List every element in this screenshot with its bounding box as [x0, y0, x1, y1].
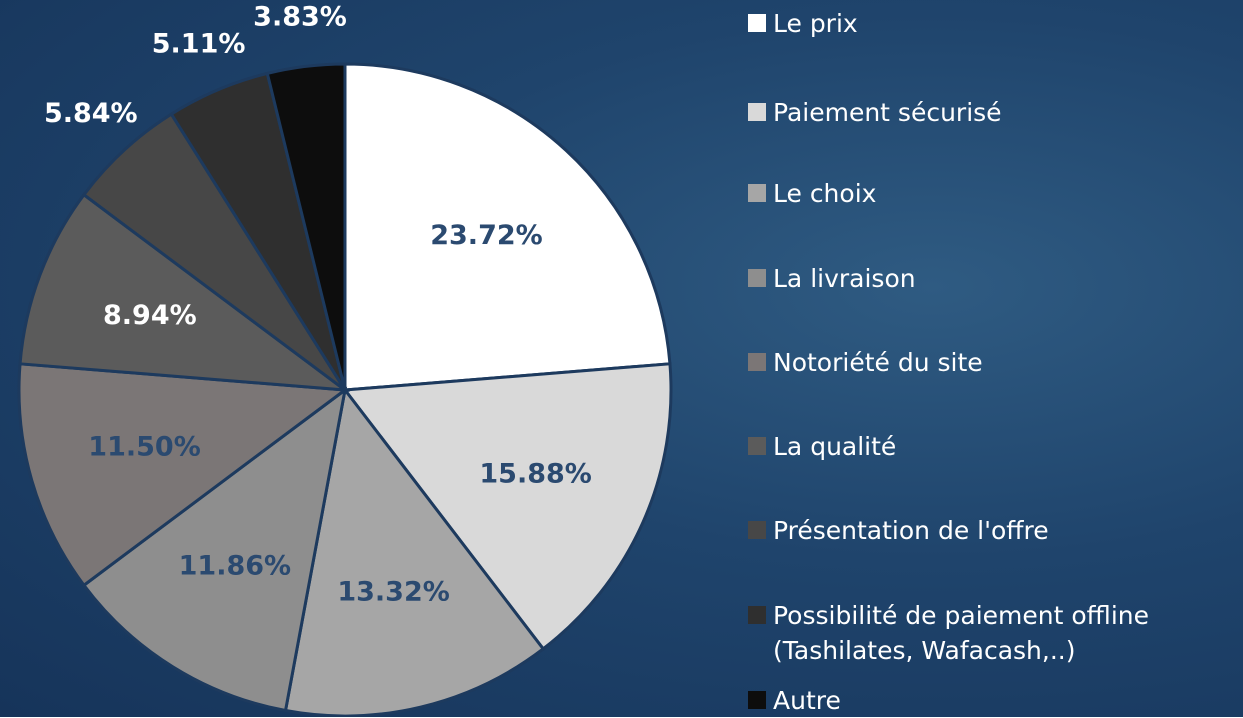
legend-item: La livraison: [748, 261, 1238, 296]
data-label: 15.88%: [479, 458, 591, 489]
data-label: 11.86%: [179, 551, 291, 582]
legend-item: Présentation de l'offre: [748, 513, 1238, 548]
legend-swatch: [748, 691, 766, 709]
legend-swatch: [748, 269, 766, 287]
pie-slice: [17, 362, 350, 588]
legend-label: Présentation de l'offre: [773, 516, 1049, 545]
legend-label: La qualité: [773, 432, 897, 461]
legend-item: Le choix: [748, 176, 1238, 211]
pie-slice: [283, 386, 546, 717]
data-label: 13.32%: [337, 576, 449, 607]
legend-swatch: [748, 14, 766, 32]
legend-swatch: [748, 521, 766, 539]
legend-label: Paiement sécurisé: [773, 98, 1002, 127]
legend-item: La qualité: [748, 429, 1238, 464]
legend-label: Autre: [773, 686, 841, 715]
pie-slice: [18, 192, 351, 392]
pie-slice: [81, 386, 348, 713]
legend-label: Notoriété du site: [773, 348, 983, 377]
data-label: 11.50%: [88, 431, 200, 462]
legend-item: Paiement sécurisé: [748, 95, 1238, 130]
legend-label: Le prix: [773, 9, 858, 38]
legend-item: Le prix: [748, 6, 1238, 41]
pie-slice: [265, 62, 347, 391]
data-label: 23.72%: [430, 220, 542, 251]
legend-item: Autre: [748, 683, 1238, 718]
legend-label: La livraison: [773, 264, 916, 293]
legend-swatch: [748, 103, 766, 121]
legend-swatch: [748, 606, 766, 624]
legend-label: Possibilité de paiement offline (Tashila…: [773, 601, 1149, 665]
data-label: 8.94%: [103, 300, 197, 331]
data-label: 5.11%: [152, 28, 246, 59]
legend-swatch: [748, 437, 766, 455]
legend-item: Notoriété du site: [748, 345, 1238, 380]
legend-item: Possibilité de paiement offline (Tashila…: [748, 598, 1238, 668]
pie-slice: [342, 362, 673, 651]
legend-swatch: [748, 353, 766, 371]
legend-label: Le choix: [773, 179, 877, 208]
data-label: 3.83%: [253, 1, 347, 32]
data-label: 5.84%: [44, 98, 138, 129]
pie-slice: [343, 62, 672, 392]
legend-swatch: [748, 184, 766, 202]
